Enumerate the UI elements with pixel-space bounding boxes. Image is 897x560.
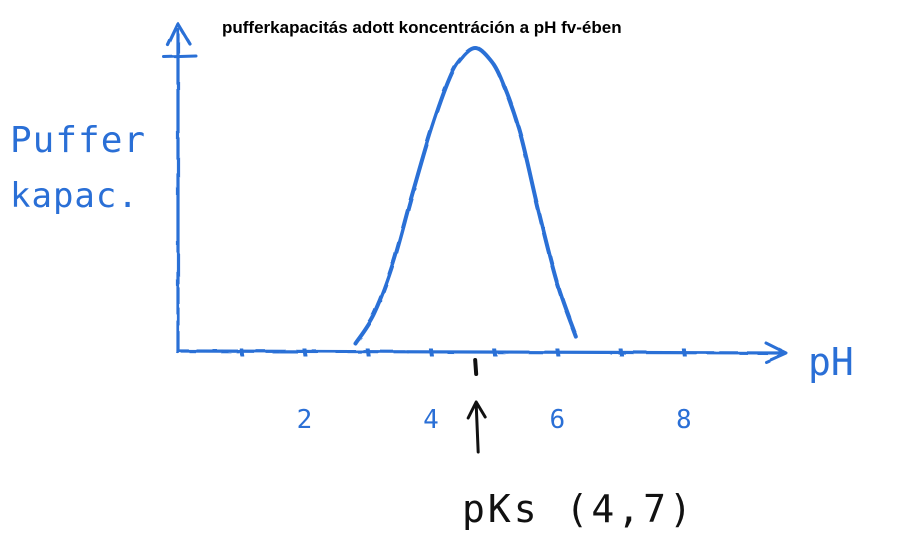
y-axis-arrowhead: [166, 22, 192, 47]
x-tick-mark: [302, 347, 308, 358]
x-tick-mark: [365, 347, 371, 358]
x-tick-label: 2: [297, 405, 313, 435]
x-tick-labels: 2 4 6 8: [297, 405, 692, 435]
pks-annotation: pKs (4,7): [462, 358, 695, 531]
series-group: [353, 46, 579, 345]
y-axis-top-bar: [162, 54, 198, 59]
x-tick-mark: [681, 347, 687, 358]
x-tick-label: 8: [676, 405, 692, 435]
chart-title: pufferkapacitás adott koncentráción a pH…: [222, 18, 622, 37]
axes: [162, 22, 788, 364]
x-tick-label: 6: [550, 405, 566, 435]
y-label-line-2: kapac.: [10, 176, 139, 216]
pks-tick-mark: [473, 358, 479, 376]
x-tick-mark: [492, 347, 498, 358]
x-label: pH: [808, 340, 854, 384]
pks-label: pKs (4,7): [462, 487, 695, 531]
x-tick-label: 4: [423, 405, 439, 435]
x-ticks: [239, 347, 687, 358]
x-axis: [176, 349, 787, 355]
y-label-line-1: Puffer: [10, 120, 146, 161]
x-axis-arrowhead: [764, 341, 788, 364]
x-tick-mark: [555, 347, 561, 358]
pks-arrow: [466, 400, 487, 454]
x-tick-mark: [239, 347, 245, 358]
buffer-capacity-curve: [353, 46, 579, 345]
x-tick-mark: [618, 347, 624, 358]
x-tick-mark: [428, 347, 434, 358]
